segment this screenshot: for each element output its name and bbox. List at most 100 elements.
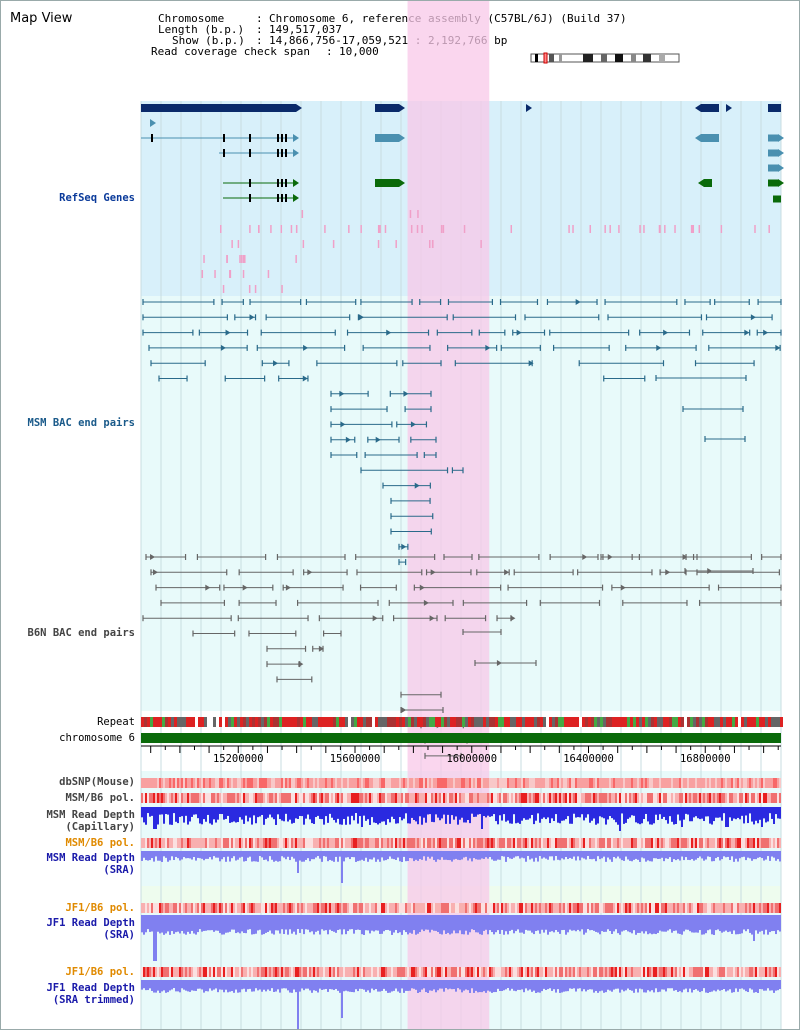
depth-bar (533, 980, 535, 991)
heat-cell (535, 793, 537, 803)
depth-bar (315, 915, 317, 932)
heat-cell (461, 778, 463, 788)
track-label-jf1-b6-pol-1[interactable]: JF1/B6 pol. (65, 902, 135, 914)
depth-bar (343, 915, 345, 930)
depth-bar (551, 980, 553, 991)
repeat-segment (426, 717, 429, 727)
depth-bar (485, 915, 487, 930)
heat-cell (581, 778, 583, 788)
heat-cell (303, 778, 305, 788)
depth-bar (277, 980, 279, 990)
heat-cell (511, 838, 513, 848)
depth-bar (263, 807, 265, 825)
depth-bar (731, 851, 733, 857)
heat-cell (701, 793, 703, 803)
track-label-b6n-bac[interactable]: B6N BAC end pairs (27, 627, 135, 639)
heat-cell (663, 903, 665, 913)
heat-cell (321, 793, 323, 803)
repeat-segment (462, 717, 465, 727)
length-key: Length (b.p.) (158, 23, 245, 36)
track-label-repeat[interactable]: Repeat (97, 716, 135, 728)
heat-cell (759, 967, 761, 977)
heat-cell (763, 793, 765, 803)
depth-bar (429, 851, 431, 859)
depth-bar (407, 915, 409, 935)
bac-arrow-icon (744, 329, 750, 336)
heat-cell (759, 903, 761, 913)
heat-cell (445, 778, 447, 788)
heat-cell (215, 778, 217, 788)
depth-bar (279, 851, 281, 862)
heat-cell (471, 778, 473, 788)
exon (223, 149, 225, 157)
track-label-refseq[interactable]: RefSeq Genes (59, 192, 135, 204)
track-label-msm-b6-pol-1[interactable]: MSM/B6 pol. (65, 792, 135, 804)
depth-bar (741, 980, 743, 989)
repeat-segment (768, 717, 771, 727)
heat-cell (597, 778, 599, 788)
repeat-segment (588, 717, 591, 727)
track-label-chromosome[interactable]: chromosome 6 (59, 732, 135, 744)
heat-cell (301, 903, 303, 913)
track-label-jf1-depth-sra[interactable]: JF1 Read Depth (46, 917, 135, 929)
depth-bar (771, 807, 773, 819)
depth-bar (485, 807, 487, 818)
depth-bar (701, 915, 703, 935)
heat-cell (759, 778, 761, 788)
depth-bar (523, 980, 525, 993)
heat-cell (353, 778, 355, 788)
depth-bar (157, 915, 159, 932)
track-label-jf1-b6-pol-2[interactable]: JF1/B6 pol. (65, 966, 135, 978)
heat-cell (425, 778, 427, 788)
heat-cell (525, 793, 527, 803)
heat-cell (443, 778, 445, 788)
depth-bar (283, 851, 285, 858)
depth-bar (543, 915, 545, 933)
heat-cell (479, 793, 481, 803)
heat-cell (515, 967, 517, 977)
heat-cell (467, 778, 469, 788)
heat-cell (609, 793, 611, 803)
depth-bar (227, 980, 229, 993)
track-label-msm-b6-pol-2[interactable]: MSM/B6 pol. (65, 837, 135, 849)
exon (277, 194, 279, 202)
depth-bar (683, 807, 685, 820)
heat-cell (603, 903, 605, 913)
depth-bar (213, 915, 215, 932)
track-label-dbsnp[interactable]: dbSNP(Mouse) (59, 776, 135, 788)
track-label-jf1-depth-trimmed[interactable]: JF1 Read Depth (46, 982, 135, 994)
repeat-segment (708, 717, 711, 727)
heat-cell (393, 838, 395, 848)
track-label-msm-bac[interactable]: MSM BAC end pairs (27, 417, 135, 429)
heat-cell (277, 903, 279, 913)
heat-cell (263, 838, 265, 848)
heat-cell (173, 778, 175, 788)
depth-bar (487, 980, 489, 991)
depth-bar (339, 980, 341, 993)
depth-bar (205, 807, 207, 822)
heat-cell (727, 967, 729, 977)
depth-bar (641, 980, 643, 990)
heat-cell (453, 838, 455, 848)
heat-cell (613, 903, 615, 913)
depth-bar (581, 851, 583, 858)
depth-bar (611, 807, 613, 819)
snp-mark (664, 225, 666, 233)
repeat-segment (222, 717, 225, 727)
track-label-msm-depth-capillary[interactable]: MSM Read Depth (46, 809, 135, 821)
depth-bar (357, 915, 359, 930)
repeat-segment (228, 717, 231, 727)
heat-cell (159, 903, 161, 913)
track-label-msm-depth-sra[interactable]: MSM Read Depth (46, 852, 135, 864)
heat-cell (731, 793, 733, 803)
heat-cell (317, 838, 319, 848)
depth-bar (163, 807, 165, 824)
heat-cell (649, 793, 651, 803)
depth-bar (333, 915, 335, 932)
heat-cell (665, 838, 667, 848)
depth-bar (381, 915, 383, 934)
heat-cell (537, 903, 539, 913)
heat-cell (595, 903, 597, 913)
depth-bar (383, 851, 385, 861)
